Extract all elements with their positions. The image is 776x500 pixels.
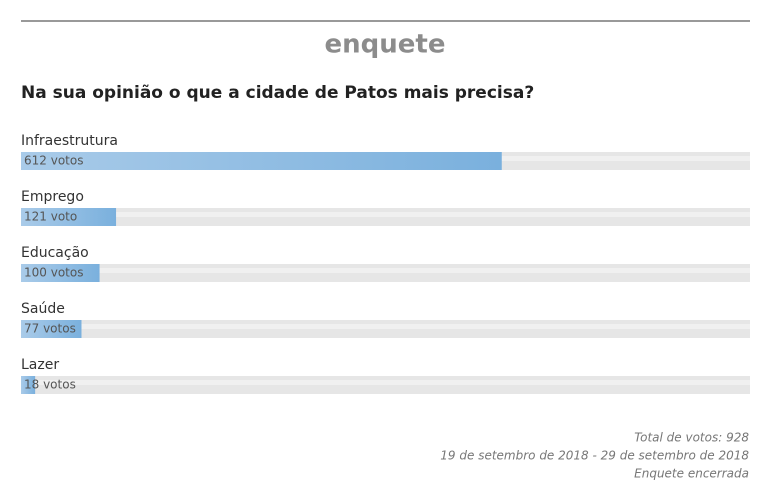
bar-track-stripe xyxy=(21,380,750,385)
bar xyxy=(21,376,36,394)
bar-track-stripe xyxy=(21,268,750,273)
option-label: Emprego xyxy=(21,189,84,205)
bar xyxy=(21,264,100,282)
value-label: 121 voto xyxy=(24,210,77,224)
value-label: 612 votos xyxy=(24,154,83,168)
footer-line: Total de votos: 928 xyxy=(634,431,749,445)
option-label: Educação xyxy=(21,245,89,261)
question: Na sua opinião o que a cidade de Patos m… xyxy=(21,83,534,103)
value-label: 18 votos xyxy=(24,378,76,392)
bar xyxy=(21,208,117,226)
heading: enquete xyxy=(325,30,446,60)
option-label: Saúde xyxy=(21,301,65,317)
bar xyxy=(21,320,82,338)
bar-track-stripe xyxy=(21,324,750,329)
option-label: Infraestrutura xyxy=(21,133,118,149)
value-label: 77 votos xyxy=(24,322,76,336)
bar-track-stripe xyxy=(21,212,750,217)
value-label: 100 votos xyxy=(24,266,83,280)
bar xyxy=(21,152,502,170)
footer-line: 19 de setembro de 2018 - 29 de setembro … xyxy=(440,449,749,463)
footer-line: Enquete encerrada xyxy=(634,467,749,481)
option-label: Lazer xyxy=(21,357,59,373)
